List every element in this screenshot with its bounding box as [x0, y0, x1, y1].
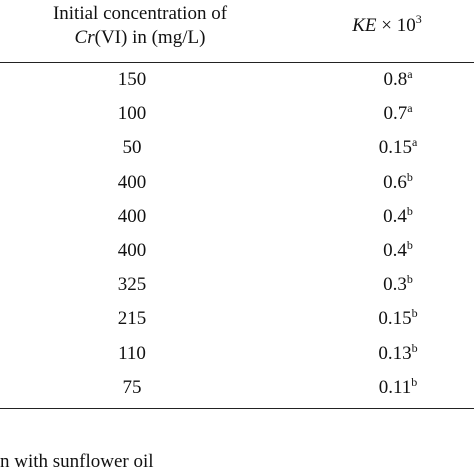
header-ke: KE × 103: [300, 12, 474, 38]
cell-ke-footnote-mark: a: [411, 135, 418, 150]
cell-ke: 0.4b: [300, 239, 474, 263]
cell-ke-value: 0.13: [378, 342, 412, 364]
cell-concentration: 110: [118, 342, 146, 364]
cell-ke-value: 0.4: [383, 205, 407, 227]
header-ke-times: × 10: [376, 15, 416, 36]
table-row: 50 0.15a: [0, 132, 474, 166]
cell-ke: 0.11b: [300, 376, 474, 400]
cell-ke-footnote-mark: b: [411, 306, 418, 321]
cell-ke-value: 0.6: [383, 171, 407, 193]
cell-ke-value: 0.15: [378, 137, 412, 159]
cell-ke: 0.6b: [300, 171, 474, 195]
table-body: 150 0.8a 100 0.7a 50 0.15a 400 0.6b 400 0.4b 400 0.…: [0, 64, 474, 406]
cell-ke-footnote-mark: b: [406, 203, 413, 218]
cell-ke: 0.15b: [300, 307, 474, 331]
table-row: 400 0.4b: [0, 201, 474, 235]
cell-concentration: 50: [122, 137, 142, 159]
cell-concentration: 400: [117, 239, 147, 261]
cell-concentration: 100: [117, 103, 147, 125]
cell-ke-footnote-mark: b: [406, 169, 413, 184]
cell-concentration: 150: [117, 69, 147, 90]
cell-ke-value: 0.8: [383, 69, 408, 90]
cell-ke-value: 0.11: [378, 376, 412, 398]
cell-ke-value: 0.7: [383, 103, 408, 125]
cell-ke-value: 0.3: [383, 274, 407, 296]
header-cr-rest: (VI) in (mg/L): [94, 27, 206, 48]
cell-concentration: 215: [117, 308, 147, 330]
header-cr-symbol: Cr: [74, 27, 95, 48]
header-initial-concentration: Initial concentration of Cr(VI) in (mg/L…: [0, 2, 280, 50]
cell-concentration: 325: [117, 274, 147, 296]
cell-concentration: 75: [122, 376, 142, 398]
cell-ke-footnote-mark: b: [411, 374, 418, 389]
footnote: n with sunflower oil: [0, 451, 154, 472]
table-row: 400 0.6b: [0, 167, 474, 201]
cell-concentration: 400: [117, 171, 147, 193]
cell-ke-footnote-mark: a: [407, 101, 413, 116]
cell-concentration: 400: [117, 205, 147, 227]
cell-ke: 0.15a: [300, 136, 474, 160]
cell-ke-footnote-mark: a: [407, 67, 413, 81]
table-row: 110 0.13b: [0, 338, 474, 372]
bottom-rule: [0, 408, 474, 409]
table-row: 400 0.4b: [0, 235, 474, 269]
header-ke-exp: 3: [415, 12, 422, 26]
cell-ke-footnote-mark: b: [406, 272, 413, 287]
cell-ke-value: 0.15: [378, 308, 412, 330]
cell-ke-footnote-mark: b: [411, 340, 418, 355]
cell-ke: 0.8a: [300, 68, 474, 92]
table-row: 100 0.7a: [0, 98, 474, 132]
header-col1-line2: Cr(VI) in (mg/L): [0, 26, 280, 50]
cell-ke-footnote-mark: b: [406, 237, 413, 252]
cell-ke: 0.7a: [300, 102, 474, 126]
table-row: 75 0.11b: [0, 372, 474, 406]
header-col1-line1: Initial concentration of: [52, 3, 228, 24]
cell-ke: 0.3b: [300, 273, 474, 297]
table-row: 325 0.3b: [0, 269, 474, 303]
header-ke-var: KE: [352, 15, 377, 36]
table-row: 215 0.15b: [0, 303, 474, 337]
cell-ke-value: 0.4: [383, 239, 407, 261]
table-header: Initial concentration of Cr(VI) in (mg/L…: [0, 0, 474, 60]
cell-ke: 0.13b: [300, 342, 474, 366]
table-row: 150 0.8a: [0, 64, 474, 98]
header-rule: [0, 62, 474, 63]
cell-ke: 0.4b: [300, 205, 474, 229]
